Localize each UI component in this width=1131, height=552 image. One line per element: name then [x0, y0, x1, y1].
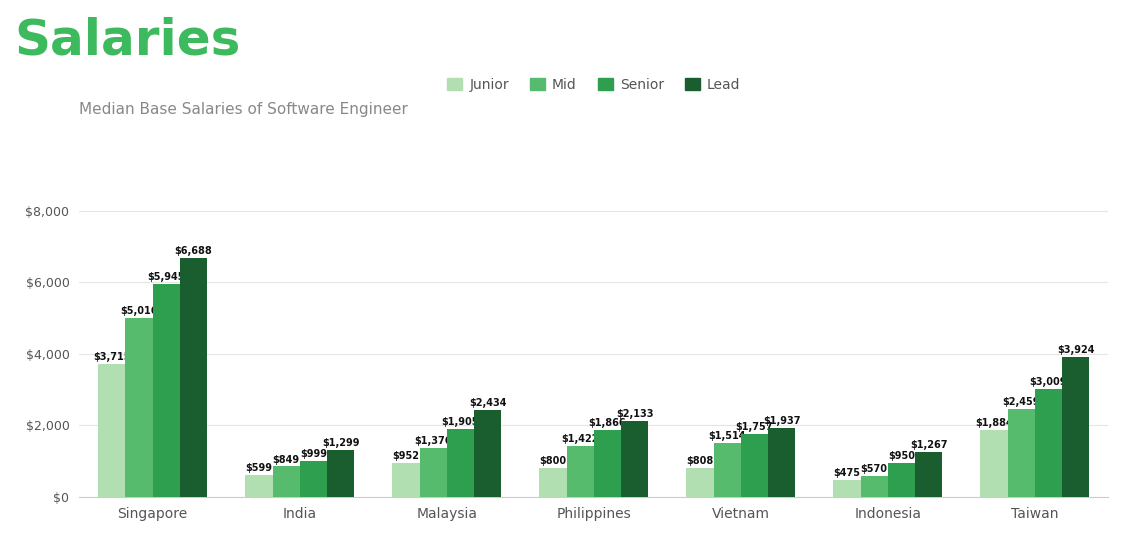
- Text: $849: $849: [273, 454, 300, 465]
- Bar: [861, 476, 888, 497]
- Text: $5,945: $5,945: [147, 273, 185, 283]
- Bar: [834, 480, 861, 497]
- Bar: [594, 430, 621, 497]
- Bar: [98, 364, 126, 497]
- Bar: [327, 450, 354, 497]
- Text: $2,133: $2,133: [615, 408, 654, 418]
- Bar: [915, 452, 942, 497]
- Text: $6,688: $6,688: [174, 246, 213, 256]
- Text: $475: $475: [834, 468, 861, 478]
- Bar: [888, 463, 915, 497]
- Text: $1,299: $1,299: [321, 438, 360, 448]
- Text: $3,924: $3,924: [1056, 344, 1095, 355]
- Text: $3,009: $3,009: [1029, 378, 1068, 388]
- Text: $1,884: $1,884: [975, 417, 1013, 428]
- Bar: [245, 475, 273, 497]
- Bar: [539, 468, 567, 497]
- Legend: Junior, Mid, Senior, Lead: Junior, Mid, Senior, Lead: [441, 73, 746, 98]
- Bar: [714, 443, 741, 497]
- Text: $570: $570: [861, 464, 888, 475]
- Text: $2,459: $2,459: [1002, 397, 1041, 407]
- Text: $5,016: $5,016: [120, 306, 158, 316]
- Bar: [180, 258, 207, 497]
- Bar: [1062, 357, 1089, 497]
- Text: $1,422: $1,422: [561, 434, 599, 444]
- Text: $808: $808: [687, 456, 714, 466]
- Bar: [768, 428, 795, 497]
- Bar: [741, 434, 768, 497]
- Text: $599: $599: [245, 464, 273, 474]
- Text: $2,434: $2,434: [468, 398, 507, 408]
- Bar: [300, 461, 327, 497]
- Text: $1,267: $1,267: [909, 439, 948, 449]
- Bar: [392, 463, 420, 497]
- Bar: [567, 446, 594, 497]
- Bar: [621, 421, 648, 497]
- Bar: [153, 284, 180, 497]
- Bar: [1035, 389, 1062, 497]
- Text: $3,715: $3,715: [93, 352, 131, 362]
- Bar: [420, 448, 447, 497]
- Text: $999: $999: [300, 449, 327, 459]
- Text: $1,757: $1,757: [735, 422, 774, 432]
- Text: Median Base Salaries of Software Engineer: Median Base Salaries of Software Enginee…: [79, 102, 408, 117]
- Text: $1,376: $1,376: [414, 436, 452, 445]
- Bar: [273, 466, 300, 497]
- Bar: [126, 317, 153, 497]
- Text: $1,514: $1,514: [708, 431, 746, 440]
- Text: $1,866: $1,866: [588, 418, 627, 428]
- Text: $950: $950: [888, 451, 915, 461]
- Bar: [447, 429, 474, 497]
- Text: $1,905: $1,905: [441, 417, 480, 427]
- Bar: [1008, 409, 1035, 497]
- Text: Salaries: Salaries: [15, 17, 241, 65]
- Text: $952: $952: [392, 451, 420, 461]
- Text: $1,937: $1,937: [762, 416, 801, 426]
- Bar: [474, 410, 501, 497]
- Bar: [687, 468, 714, 497]
- Text: $800: $800: [539, 457, 567, 466]
- Bar: [981, 429, 1008, 497]
